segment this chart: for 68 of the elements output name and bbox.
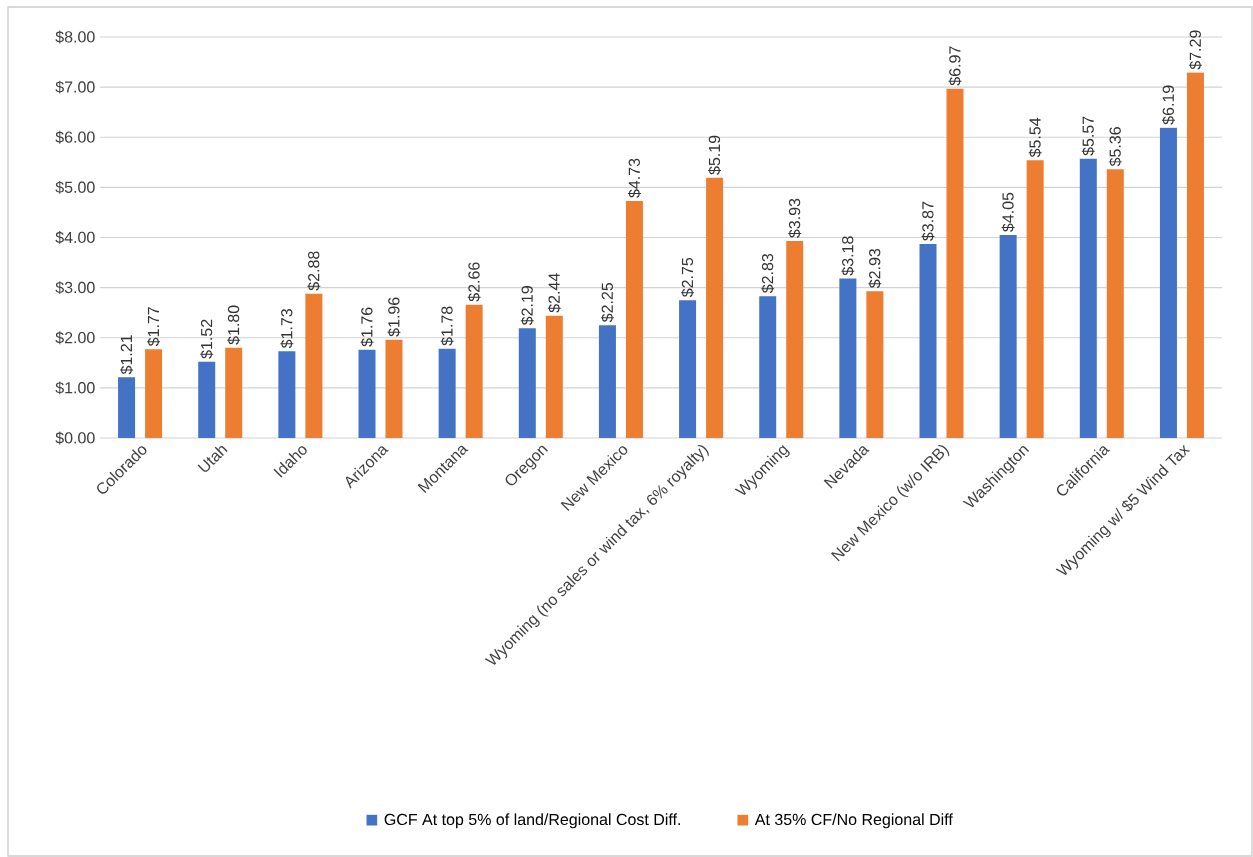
data-label: $7.29: [1188, 30, 1202, 70]
bar: [305, 293, 323, 439]
data-label: $3.93: [788, 198, 802, 238]
data-label: $1.80: [227, 305, 241, 345]
bar: [1186, 72, 1204, 439]
data-label: $3.18: [841, 236, 855, 276]
y-tick-label: $6.00: [55, 130, 95, 144]
data-label: $2.19: [520, 286, 534, 326]
legend-label: GCF At top 5% of land/Regional Cost Diff.: [384, 813, 680, 829]
data-label: $5.36: [1108, 127, 1122, 167]
data-label: $1.78: [440, 306, 454, 346]
data-label: $2.25: [600, 282, 614, 323]
bar: [866, 291, 884, 439]
bar: [118, 377, 136, 439]
data-label: $3.87: [921, 201, 935, 241]
data-label: $4.05: [1001, 192, 1015, 232]
data-label: $2.88: [307, 251, 321, 291]
data-label: $2.66: [467, 262, 481, 302]
data-label: $1.21: [120, 335, 134, 375]
bar: [1026, 160, 1044, 439]
y-tick-label: $7.00: [55, 80, 95, 94]
bar: [518, 328, 536, 439]
bar: [1079, 158, 1097, 439]
bar: [598, 325, 616, 439]
bar: [198, 361, 216, 439]
bar: [999, 235, 1017, 439]
y-tick-label: $5.00: [55, 180, 95, 194]
bar: [679, 300, 697, 439]
y-tick-label: $0.00: [55, 431, 95, 445]
bar: [278, 351, 296, 439]
data-label: $6.19: [1161, 85, 1175, 125]
bar: [625, 200, 643, 439]
bar: [1159, 127, 1177, 439]
x-tick-label: Utah: [197, 445, 228, 472]
bar: [839, 278, 857, 439]
bar: [706, 177, 724, 439]
bar: [919, 244, 937, 439]
bar: [1106, 169, 1124, 439]
bar: [465, 304, 483, 439]
bar: [145, 349, 163, 439]
data-label: $5.57: [1081, 116, 1095, 156]
bar: [438, 348, 456, 439]
bar: [225, 347, 243, 439]
bar: [946, 88, 964, 439]
bar: [385, 339, 403, 439]
bar: [759, 296, 777, 439]
data-label: $1.73: [280, 309, 294, 349]
bar: [358, 349, 376, 439]
data-label: $1.77: [147, 307, 161, 347]
bar: [545, 315, 563, 439]
data-label: $5.54: [1028, 117, 1042, 158]
bar: [786, 241, 804, 439]
data-label: $5.19: [708, 135, 722, 175]
data-label: $2.93: [868, 248, 882, 289]
y-tick-label: $8.00: [55, 30, 95, 44]
data-label: $6.97: [948, 46, 962, 86]
y-tick-label: $2.00: [55, 331, 95, 345]
y-tick-label: $4.00: [55, 231, 95, 244]
data-label: $4.73: [627, 158, 641, 198]
y-tick-label: $1.00: [55, 381, 95, 395]
data-label: $2.75: [681, 257, 695, 298]
data-label: $2.44: [547, 273, 561, 313]
y-tick-label: $3.00: [55, 281, 95, 295]
data-label: $2.83: [761, 253, 775, 294]
data-label: $1.96: [387, 297, 401, 337]
legend-label: At 35% CF/No Regional Diff: [754, 813, 953, 829]
data-label: $1.52: [200, 319, 214, 359]
data-label: $1.76: [360, 307, 374, 347]
